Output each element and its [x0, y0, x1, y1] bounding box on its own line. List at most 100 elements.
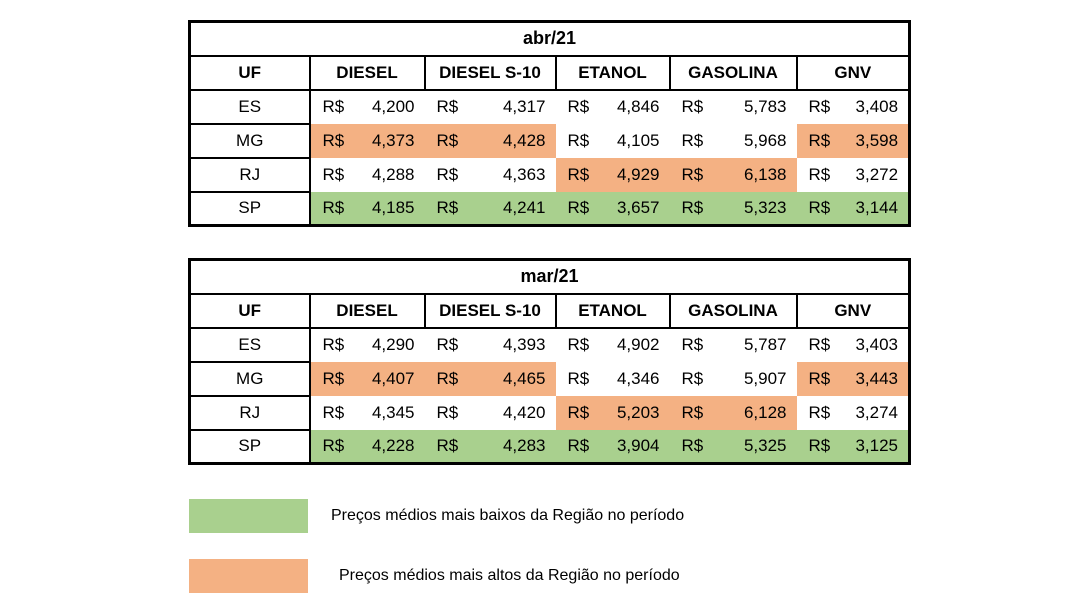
price-value: 4,288: [371, 164, 415, 184]
col-header-gnv: GNV: [795, 292, 911, 329]
currency-symbol: R$: [567, 164, 590, 184]
currency-symbol: R$: [322, 402, 345, 422]
price-cell-gasolina: R$ 6,128: [669, 395, 797, 430]
uf-cell: ES: [188, 88, 311, 125]
currency-symbol: R$: [436, 130, 459, 150]
price-value: 3,272: [855, 164, 899, 184]
price-value: 3,443: [855, 368, 899, 388]
table-title: mar/21: [189, 259, 910, 295]
price-value: 3,403: [855, 335, 899, 354]
price-table-mar21: mar/21 UF DIESEL DIESEL S-10 ETANOL GASO…: [188, 258, 912, 465]
currency-symbol: R$: [436, 97, 459, 116]
price-cell-etanol: R$ 4,105: [556, 124, 670, 158]
currency-symbol: R$: [681, 335, 704, 354]
table-row: ES R$ 4,200 R$ 4,317 R$ 4,846 R$ 5,783 R$ 3,4…: [188, 88, 910, 125]
price-cell-diesel: R$ 4,373: [309, 123, 425, 158]
price-value: 4,290: [371, 335, 415, 354]
price-cell-diesel: R$ 4,290: [310, 328, 425, 362]
price-value: 4,465: [502, 368, 546, 388]
uf-cell: SP: [188, 190, 311, 227]
price-cell-gasolina: R$ 5,325: [669, 429, 797, 464]
price-value: 5,787: [743, 335, 787, 354]
uf-cell: SP: [188, 428, 311, 465]
currency-symbol: R$: [567, 402, 590, 422]
price-cell-gnv: R$ 3,274: [797, 396, 910, 430]
price-cell-gasolina: R$ 5,323: [669, 191, 797, 226]
price-cell-gnv: R$ 3,598: [796, 123, 910, 158]
currency-symbol: R$: [808, 197, 831, 217]
table-row: SP R$ 4,185 R$ 4,241 R$ 3,657 R$ 5,323 R$ 3,1…: [188, 190, 910, 227]
col-header-gasolina: GASOLINA: [668, 292, 798, 329]
price-value: 4,929: [616, 164, 660, 184]
price-cell-gnv: R$ 3,272: [797, 158, 910, 192]
legend-label-highest-price: Preços médios mais altos da Região no pe…: [339, 567, 680, 584]
currency-symbol: R$: [567, 368, 590, 388]
currency-symbol: R$: [681, 435, 704, 455]
price-value: 3,657: [616, 197, 660, 217]
price-value: 4,420: [502, 402, 546, 422]
table-row: MG R$ 4,407 R$ 4,465 R$ 4,346 R$ 5,907 R$ 3,4…: [188, 360, 910, 397]
price-cell-gnv: R$ 3,125: [796, 429, 910, 464]
price-value: 4,346: [616, 368, 660, 388]
price-cell-gasolina: R$ 5,968: [670, 124, 797, 158]
currency-symbol: R$: [681, 97, 704, 116]
currency-symbol: R$: [322, 164, 345, 184]
price-cell-etanol: R$ 4,346: [556, 362, 670, 396]
price-cell-diesel: R$ 4,200: [310, 90, 425, 124]
col-header-uf: UF: [188, 54, 311, 91]
currency-symbol: R$: [567, 335, 590, 354]
col-header-diesel-s10: DIESEL S-10: [423, 54, 557, 91]
currency-symbol: R$: [322, 368, 345, 388]
legend-label-lowest-price: Preços médios mais baixos da Região no p…: [331, 507, 685, 524]
price-value: 4,283: [502, 435, 546, 455]
price-value: 4,373: [371, 130, 415, 150]
price-cell-diesel-s10: R$ 4,465: [424, 361, 556, 396]
price-cell-gasolina: R$ 5,783: [670, 90, 797, 124]
currency-symbol: R$: [567, 97, 590, 116]
currency-symbol: R$: [322, 435, 345, 455]
currency-symbol: R$: [808, 97, 831, 116]
uf-cell: MG: [188, 122, 311, 159]
currency-symbol: R$: [681, 164, 704, 184]
currency-symbol: R$: [436, 197, 459, 217]
currency-symbol: R$: [322, 97, 345, 116]
price-cell-etanol: R$ 3,657: [555, 191, 670, 226]
price-value: 5,203: [616, 402, 660, 422]
price-cell-etanol: R$ 4,929: [555, 157, 670, 192]
price-value: 4,185: [371, 197, 415, 217]
price-cell-etanol: R$ 5,203: [555, 395, 670, 430]
col-header-etanol: ETANOL: [554, 292, 671, 329]
price-value: 4,317: [502, 97, 546, 116]
table-row: MG R$ 4,373 R$ 4,428 R$ 4,105 R$ 5,968 R$ 3,5…: [188, 122, 910, 159]
price-value: 4,363: [502, 164, 546, 184]
price-cell-etanol: R$ 3,904: [555, 429, 670, 464]
col-header-uf: UF: [188, 292, 311, 329]
currency-symbol: R$: [808, 130, 831, 150]
price-cell-diesel: R$ 4,407: [309, 361, 425, 396]
price-value: 4,105: [616, 130, 660, 150]
currency-symbol: R$: [322, 130, 345, 150]
currency-symbol: R$: [808, 435, 831, 455]
price-value: 4,393: [502, 335, 546, 354]
currency-symbol: R$: [567, 197, 590, 217]
currency-symbol: R$: [681, 197, 704, 217]
currency-symbol: R$: [567, 130, 590, 150]
table-row: SP R$ 4,228 R$ 4,283 R$ 3,904 R$ 5,325 R$ 3,1…: [188, 428, 910, 465]
col-header-diesel: DIESEL: [308, 54, 426, 91]
price-cell-gnv: R$ 3,144: [796, 191, 910, 226]
currency-symbol: R$: [681, 368, 704, 388]
legend-swatch-lowest-price: [189, 499, 308, 533]
currency-symbol: R$: [436, 435, 459, 455]
currency-symbol: R$: [436, 335, 459, 354]
currency-symbol: R$: [808, 368, 831, 388]
price-cell-gnv: R$ 3,403: [797, 328, 910, 362]
price-cell-diesel: R$ 4,185: [309, 191, 425, 226]
uf-cell: RJ: [188, 156, 311, 193]
col-header-gnv: GNV: [795, 54, 911, 91]
currency-symbol: R$: [681, 402, 704, 422]
currency-symbol: R$: [808, 335, 831, 354]
col-header-diesel: DIESEL: [308, 292, 426, 329]
currency-symbol: R$: [436, 368, 459, 388]
price-value: 6,128: [743, 402, 787, 422]
table-row: ES R$ 4,290 R$ 4,393 R$ 4,902 R$ 5,787 R$ 3,4…: [188, 326, 910, 363]
